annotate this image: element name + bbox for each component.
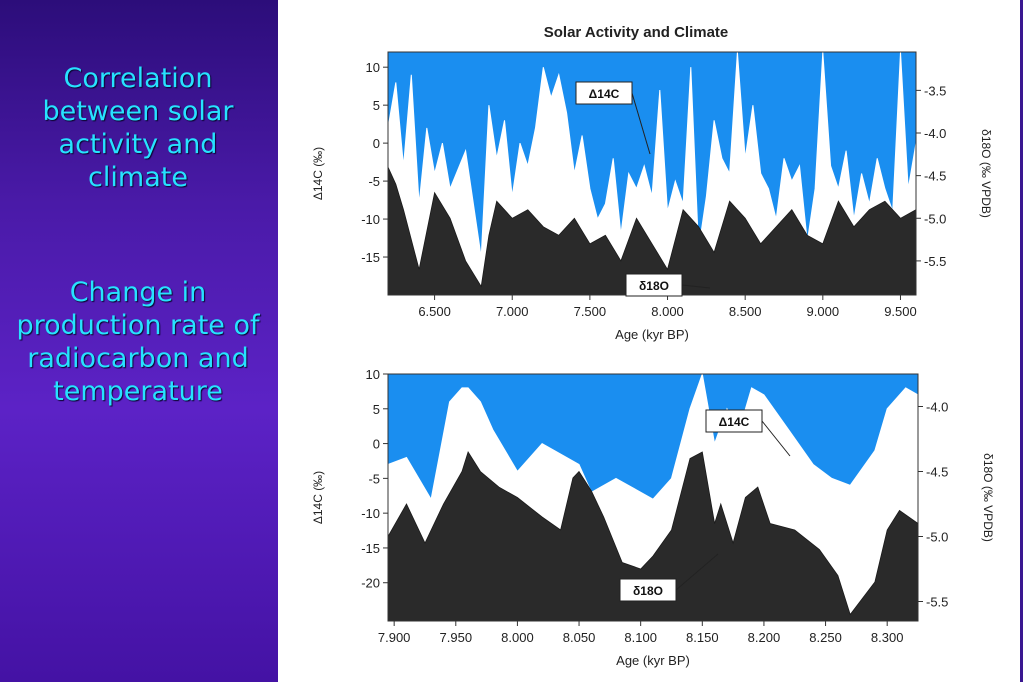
chart-top: 10 5 0 -5 -10 -15 -3.5 -4.0 -4.5 -5.0 -5.5 6.500 7.0… (311, 51, 993, 342)
y-axis-label: Δ14C (‰) (311, 147, 325, 200)
slide-heading: Correlation between solar activity and c… (42, 63, 234, 193)
slide-border (1020, 0, 1023, 682)
x-tick-label: 9.500 (884, 304, 917, 319)
annotation-label: δ18O (639, 279, 669, 293)
annotation-box (619, 578, 677, 602)
annotation-leader (681, 284, 711, 289)
y-tick-label: 5 (373, 402, 380, 417)
chart-bottom: 10 5 0 -5 -10 -15 -20 -4.0 -4.5 -5.0 -5.5 7.900 7.95… (311, 367, 995, 668)
y-axis-label: Δ14C (‰) (311, 471, 325, 524)
y-tick-label: -5 (368, 174, 380, 189)
figure-charts: Solar Activity and Climate 10 5 0 -5 -10 -15 -… (311, 24, 995, 668)
annotation-leader (761, 420, 791, 457)
x-axis-label: Age (kyr BP) (615, 327, 689, 342)
figure-title: Solar Activity and Climate (544, 24, 729, 41)
y-tick-label: 10 (366, 60, 380, 75)
annotation-box (705, 409, 763, 433)
x-tick-label: 7.950 (440, 630, 473, 645)
x-tick-label: 7.000 (496, 304, 529, 319)
series-d18o-area (387, 166, 917, 296)
annotation-box (625, 273, 683, 297)
x-tick-label: 7.900 (378, 630, 411, 645)
y-tick-label: -10 (361, 212, 380, 227)
x-tick-label: 8.300 (871, 630, 904, 645)
y-tick-label: -5 (368, 471, 380, 486)
y2-tick-label: -5.5 (926, 595, 948, 610)
x-tick-label: 8.050 (563, 630, 596, 645)
y2-tick-label: -5.0 (924, 211, 946, 226)
x-tick-label: 8.500 (729, 304, 762, 319)
y2-axis-label: δ18O (‰ VPDB) (979, 129, 993, 218)
x-axis-label: Age (kyr BP) (616, 653, 690, 668)
y2-tick-label: -5.5 (924, 254, 946, 269)
annotation-leader (631, 92, 651, 155)
x-tick-label: 8.200 (748, 630, 781, 645)
x-tick-label: 9.000 (807, 304, 840, 319)
x-tick-label: 7.500 (574, 304, 607, 319)
y-tick-label: 0 (373, 136, 380, 151)
slide-subheading: Change in production rate of radiocarbon… (16, 277, 260, 407)
x-tick-label: 8.100 (624, 630, 657, 645)
y2-axis-label: δ18O (‰ VPDB) (981, 453, 995, 542)
annotation-label: δ18O (633, 584, 663, 598)
annotation-label: Δ14C (719, 415, 750, 429)
x-tick-label: 6.500 (418, 304, 451, 319)
annotation-leader (675, 553, 719, 591)
y-tick-label: -15 (361, 541, 380, 556)
x-tick-label: 8.150 (686, 630, 719, 645)
y2-tick-label: -5.0 (926, 530, 948, 545)
y2-tick-label: -4.0 (924, 126, 946, 141)
x-tick-label: 8.250 (809, 630, 842, 645)
annotation-box (575, 81, 633, 105)
x-tick-label: 8.000 (501, 630, 534, 645)
y2-tick-label: -3.5 (924, 83, 946, 98)
y-tick-label: -20 (361, 576, 380, 591)
title-panel: Correlation between solar activity and c… (0, 0, 278, 682)
annotation-label: Δ14C (589, 87, 620, 101)
series-d18o-area (387, 451, 919, 622)
y-tick-label: 0 (373, 437, 380, 452)
y2-tick-label: -4.5 (924, 169, 946, 184)
y-tick-label: -10 (361, 506, 380, 521)
x-tick-label: 8.000 (651, 304, 684, 319)
plot-frame (387, 373, 919, 622)
y-tick-label: 5 (373, 98, 380, 113)
y-tick-label: 10 (366, 367, 380, 382)
y2-tick-label: -4.5 (926, 465, 948, 480)
y-tick-label: -15 (361, 250, 380, 265)
y2-tick-label: -4.0 (926, 400, 948, 415)
